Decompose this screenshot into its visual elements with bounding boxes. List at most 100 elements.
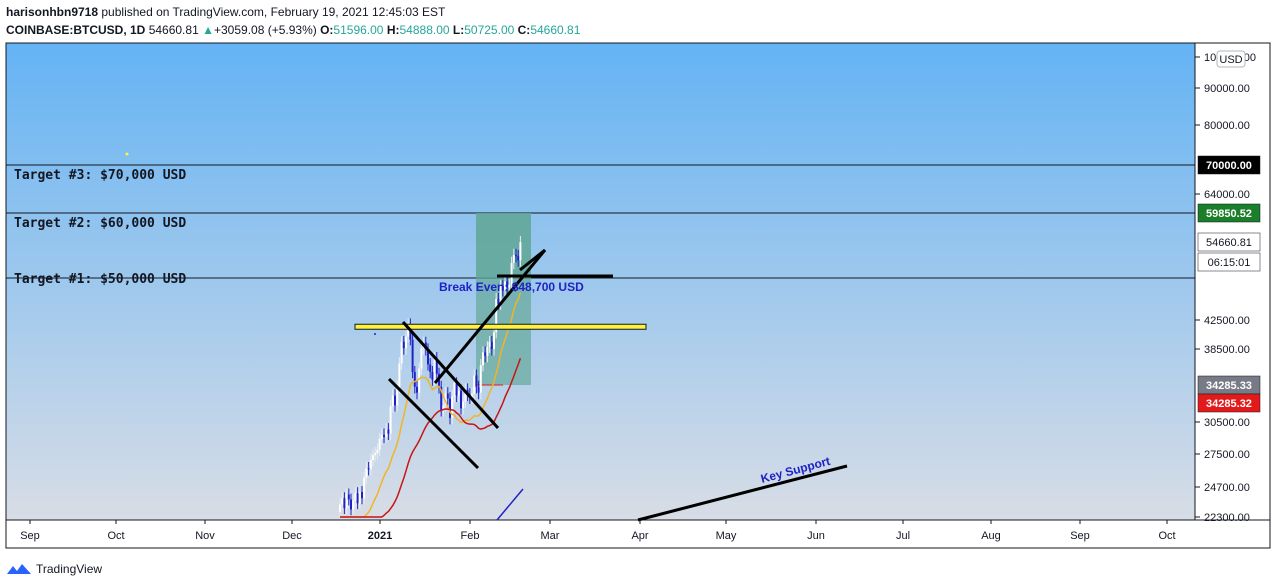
candle-body [374,452,377,456]
candle-body [389,406,392,434]
publish-info: harisonhbn9718 published on TradingView.… [6,5,445,19]
moving-average-fast [340,292,522,518]
candle-body [486,346,489,356]
candle-body [402,341,405,349]
price-axis-panel [1194,42,1271,521]
candle-body [427,349,429,365]
candle-body [433,358,436,380]
open-value: 51596.00 [333,23,384,37]
plot-area [5,42,1196,521]
candle-body [405,336,407,349]
candle-body [510,262,513,285]
time-tick-label: May [716,530,737,542]
time-tick-label: Oct [107,530,124,542]
candle-body [358,492,361,504]
price-badge [1197,252,1261,272]
candle-body [477,386,480,393]
time-tick-label: Aug [981,530,1001,542]
candle-body [435,358,438,374]
candle-body [394,395,396,406]
tradingview-logo-icon [7,564,31,574]
symbol-label[interactable]: COINBASE:BTCUSD, 1D [6,23,146,37]
candle-body [347,494,350,500]
candle-body [367,468,370,470]
candle-body [416,386,418,393]
falling-wedge-lower [387,377,480,470]
candle-body [365,468,368,478]
time-tick-label: 2021 [368,530,392,542]
price-badge [1197,203,1261,223]
price-tick-label: 42500.00 [1204,315,1250,327]
time-tick-label: Feb [461,530,480,542]
price-badge-label: 06:15:01 [1208,257,1251,269]
candle-body [479,365,482,393]
candle-body [400,341,403,364]
candle-body [451,396,454,419]
footer-brand: TradingView [36,562,103,576]
candle-body [356,493,359,504]
candle-body [380,434,383,440]
price-tick-label: 24700.00 [1204,482,1250,494]
candle-body [453,383,456,397]
break-even-label: Break Even: $48,700 USD [439,280,584,294]
candle-body [455,383,458,396]
candle-body [493,332,495,349]
candle-body [495,299,498,333]
high-label: H: [386,23,400,37]
candle-body [499,286,502,304]
price-badge-label: 34285.32 [1206,398,1252,410]
price-badge-label: 70000.00 [1206,160,1252,172]
price-tick-label: 22300.00 [1204,512,1250,524]
tradingview-footer[interactable]: TradingView [6,562,102,576]
candle-body [449,398,451,419]
candle-body [475,375,478,387]
rising-trendline [433,249,547,384]
resistance-zone [354,323,647,330]
candle-body [429,364,432,373]
author-name[interactable]: harisonhbn9718 [6,5,99,19]
candle-body [482,352,484,366]
price-tick-label: 27500.00 [1204,449,1250,461]
wedge-tip [519,248,546,272]
candle-body [407,324,410,337]
price-badge [1197,232,1261,252]
candle-body [440,386,443,411]
candle-body [391,395,394,407]
falling-wedge-upper [401,320,500,430]
price-badge [1197,393,1261,413]
candle-body [517,256,520,261]
price-badge-label: 34285.33 [1206,380,1252,392]
candle-body [420,348,423,369]
time-tick-label: Mar [541,530,560,542]
candle-body [504,281,506,291]
candle-body [457,390,460,396]
trade-box-risk [476,278,531,385]
candle-body [369,459,372,470]
candle-body [372,455,374,460]
time-tick-label: Sep [20,530,40,542]
currency-badge [1216,50,1246,68]
marker-dot [125,152,129,156]
candle-body [418,368,421,393]
candle-body [431,372,434,380]
price-badge-label: 54660.81 [1206,237,1252,249]
time-tick-label: Oct [1158,530,1175,542]
candle-body [519,242,522,261]
candle-body [471,393,473,398]
candle-body [345,494,348,509]
candle-body [442,405,445,411]
candle-body [376,449,379,453]
marker-dot [374,333,376,335]
time-axis-panel [5,519,1271,549]
candle-body [444,393,447,406]
target-label-1: Target #1: $50,000 USD [14,272,186,287]
change-arrow-icon: ▲ [202,23,214,37]
candle-body [413,372,416,387]
time-tick-label: Sep [1070,530,1090,542]
candle-body [352,500,355,510]
candle-body [385,429,388,437]
currency-label: USD [1219,54,1242,66]
candle-body [446,393,449,399]
target-label-2: Target #2: $60,000 USD [14,216,186,231]
